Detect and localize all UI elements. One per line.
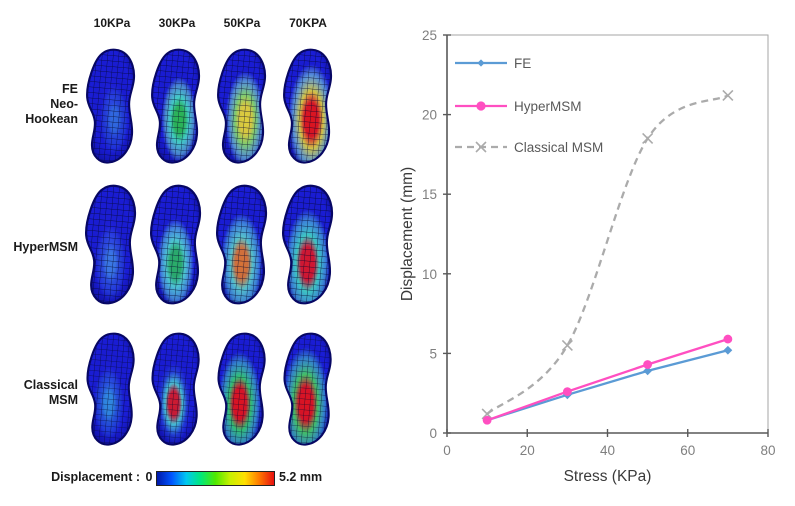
x-tick-label: 20	[520, 443, 535, 458]
row-label-line: Classical	[23, 378, 78, 392]
colorbar-label: Displacement :	[51, 470, 140, 484]
x-tick-label: 40	[600, 443, 615, 458]
series-hypermsm	[482, 334, 733, 425]
row-label-fe-neo-hookean: FE Neo- Hookean	[0, 82, 78, 127]
legend-item-hypermsm: HyperMSM	[455, 99, 582, 114]
y-tick-label: 10	[422, 267, 437, 282]
mesh-cell-row2-col2	[150, 184, 202, 305]
pressure-header-10kpa: 10KPa	[93, 16, 131, 30]
mesh-cell-row1-col3	[217, 48, 267, 164]
row-label-line: HyperMSM	[13, 240, 78, 254]
x-tick-label: 80	[760, 443, 775, 458]
series-classical-msm	[481, 89, 734, 420]
row-label-line: FE	[62, 82, 78, 96]
row-label-line: Hookean	[25, 112, 78, 126]
colorbar-max-value: 5.2 mm	[279, 470, 323, 484]
plot-border	[446, 34, 769, 434]
mesh-cell-row2-col1	[85, 184, 137, 305]
x-tick-label: 60	[680, 443, 695, 458]
mesh-cell-row2-col4	[282, 184, 334, 305]
legend-label: FE	[514, 56, 531, 71]
row-label-classical-msm: Classical MSM	[0, 378, 78, 408]
mesh-cell-row2-col3	[216, 184, 268, 305]
mesh-cell-row1-col1	[86, 48, 136, 164]
colorbar-min-value: 0	[145, 470, 153, 484]
legend-item-classical-msm: Classical MSM	[455, 140, 603, 155]
pressure-header-30kpa: 30KPa	[158, 16, 196, 30]
x-axis-title: Stress (KPa)	[564, 468, 652, 485]
y-tick-label: 0	[429, 426, 437, 441]
y-tick-label: 15	[422, 187, 437, 202]
pressure-header-70kpa: 70KPA	[289, 16, 327, 30]
legend-label: Classical MSM	[514, 140, 603, 155]
row-label-line: Neo-	[50, 97, 78, 111]
mesh-cell-row1-col2	[151, 48, 201, 164]
colorbar: Displacement : 0 5.2 mm	[0, 468, 400, 488]
pressure-header-50kpa: 50KPa	[223, 16, 261, 30]
y-axis-title: Displacement (mm)	[399, 167, 416, 301]
y-tick-label: 25	[422, 28, 437, 43]
y-tick-label: 5	[429, 346, 437, 361]
y-tick-label: 20	[422, 108, 437, 123]
x-tick-label: 0	[443, 443, 451, 458]
mesh-cell-row3-col4	[283, 332, 332, 446]
mesh-cell-row3-col3	[217, 332, 266, 446]
series-fe	[482, 345, 733, 425]
mesh-cell-row3-col2	[151, 332, 200, 446]
legend-label: HyperMSM	[514, 99, 582, 114]
mesh-cell-row1-col4	[283, 48, 333, 164]
row-label-hypermsm: HyperMSM	[0, 240, 78, 255]
row-label-line: MSM	[48, 393, 78, 407]
mesh-cell-row3-col1	[86, 332, 135, 446]
colorbar-gradient	[156, 471, 275, 486]
legend-item-fe: FE	[455, 56, 531, 71]
